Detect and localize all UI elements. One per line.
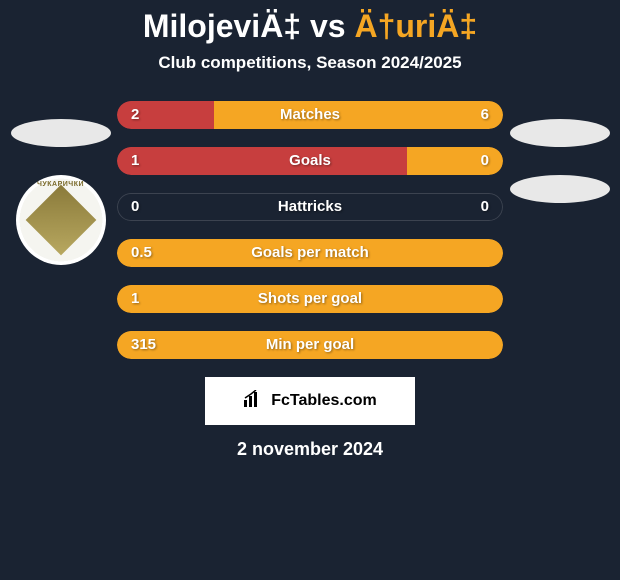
player1-name: MilojeviÄ‡ [143,8,301,44]
stat-value-left: 2 [131,101,139,129]
brand-box[interactable]: FcTables.com [205,377,415,425]
content-row: Matches26Goals10Hattricks00Goals per mat… [0,101,620,359]
stat-row: Shots per goal1 [117,285,503,313]
stat-row: Goals per match0.5 [117,239,503,267]
stat-value-right: 6 [481,101,489,129]
stat-value-left: 1 [131,285,139,313]
left-side [8,101,113,265]
stat-value-left: 0.5 [131,239,152,267]
player2-name: Ä†uriÄ‡ [354,8,477,44]
stat-row: Goals1 0 [117,147,503,175]
comparison-card: MilojeviÄ‡ vs Ä†uriÄ‡ Club competitions,… [0,0,620,460]
stat-row: Min per goal315 [117,331,503,359]
stat-value-left: 1 [131,147,139,175]
stat-row: Hattricks0 0 [117,193,503,221]
chart-icon [243,390,265,413]
vs-text: vs [310,8,346,44]
stat-label: Matches [117,101,503,129]
footer-date: 2 november 2024 [0,439,620,460]
stat-row: Matches2 6 [117,101,503,129]
player2-photo-placeholder [510,119,610,147]
stat-label: Goals per match [117,239,503,267]
stat-label: Shots per goal [117,285,503,313]
player1-club-logo [16,175,106,265]
stat-label: Goals [117,147,503,175]
stat-value-right: 0 [481,193,489,221]
stat-label: Hattricks [117,193,503,221]
player1-photo-placeholder [11,119,111,147]
stat-value-left: 315 [131,331,156,359]
player2-club-placeholder [510,175,610,203]
page-title: MilojeviÄ‡ vs Ä†uriÄ‡ [0,8,620,45]
stat-value-right: 0 [481,147,489,175]
brand-text: FcTables.com [271,392,377,410]
stat-label: Min per goal [117,331,503,359]
stats-bars: Matches26Goals10Hattricks00Goals per mat… [113,101,507,359]
stat-value-left: 0 [131,193,139,221]
right-side [507,101,612,203]
subtitle: Club competitions, Season 2024/2025 [0,53,620,73]
